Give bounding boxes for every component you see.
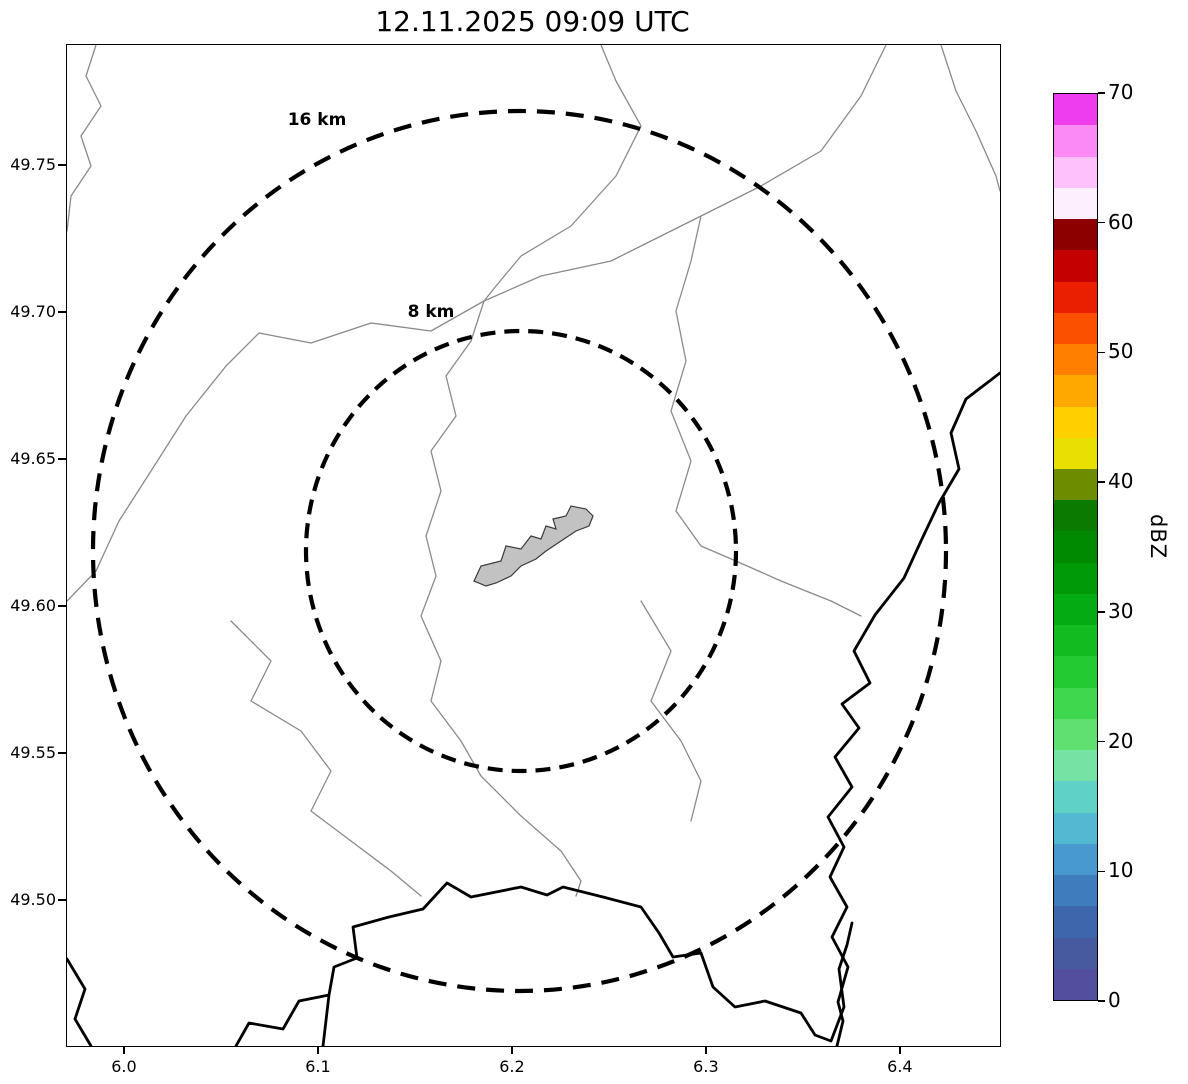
colorbar-segment <box>1054 125 1097 157</box>
range-ring-8km-label: 8 km <box>408 302 455 322</box>
colorbar-segment <box>1054 156 1097 188</box>
admin-border <box>420 300 582 897</box>
y-tick-mark <box>58 311 66 313</box>
colorbar-tick-label: 40 <box>1108 469 1134 494</box>
colorbar-tick-mark <box>1098 351 1105 354</box>
figure-title: 12.11.2025 09:09 UTC <box>375 5 690 38</box>
country-borders <box>67 371 1000 1046</box>
x-tick-label: 6.3 <box>693 1057 719 1076</box>
admin-borders <box>67 45 1000 897</box>
admin-border <box>67 45 102 232</box>
y-tick-label: 49.75 <box>10 155 56 175</box>
x-tick-mark <box>511 1047 513 1054</box>
x-tick-label: 6.1 <box>305 1057 331 1076</box>
colorbar-tick-label: 10 <box>1108 858 1134 883</box>
colorbar-segment <box>1054 937 1097 969</box>
colorbar-segment <box>1054 656 1097 688</box>
colorbar-segment <box>1054 531 1097 563</box>
colorbar-tick-mark <box>1098 870 1105 873</box>
map-plot: 16 km 8 km <box>66 44 1001 1047</box>
x-tick-mark <box>899 1047 901 1054</box>
range-ring-16km-label: 16 km <box>288 110 347 130</box>
colorbar-segment <box>1054 437 1097 470</box>
colorbar-segment <box>1054 562 1097 594</box>
y-tick-label: 49.55 <box>10 743 56 763</box>
airport-polygon <box>473 505 594 587</box>
colorbar-tick-mark <box>1098 92 1105 94</box>
colorbar-segment <box>1054 469 1097 501</box>
colorbar-segment <box>1054 593 1097 626</box>
colorbar-segment <box>1054 625 1097 657</box>
map-canvas: 16 km 8 km <box>67 45 1000 1046</box>
country-border-southwest <box>67 957 93 1046</box>
colorbar-segment <box>1054 375 1097 407</box>
colorbar-tick-mark <box>1098 221 1105 224</box>
country-border-south <box>234 881 854 1046</box>
y-tick-label: 49.60 <box>10 596 56 616</box>
colorbar-tick-label: 20 <box>1108 728 1134 753</box>
colorbar <box>1053 93 1098 1001</box>
colorbar-segment <box>1054 344 1097 376</box>
colorbar-segment <box>1054 219 1097 251</box>
y-tick-mark <box>58 605 66 607</box>
colorbar-segment <box>1054 500 1097 532</box>
y-tick-label: 49.70 <box>10 302 56 322</box>
colorbar-segment <box>1054 718 1097 751</box>
colorbar-tick-label: 50 <box>1108 339 1134 364</box>
colorbar-tick-label: 0 <box>1108 988 1121 1012</box>
x-tick-mark <box>123 1047 125 1054</box>
country-border-spur <box>321 993 331 1046</box>
admin-border <box>670 215 862 617</box>
range-ring-8km <box>303 328 739 774</box>
y-tick-mark <box>58 458 66 460</box>
colorbar-segment <box>1054 250 1097 282</box>
range-ring-16km <box>90 108 949 994</box>
admin-border <box>67 300 485 602</box>
x-tick-mark <box>317 1047 319 1054</box>
colorbar-tick-mark <box>1098 1000 1105 1002</box>
y-tick-mark <box>58 899 66 901</box>
colorbar-segment <box>1054 843 1097 876</box>
colorbar-segment <box>1054 281 1097 313</box>
y-tick-label: 49.65 <box>10 449 56 469</box>
colorbar-segment <box>1054 875 1097 907</box>
colorbar-segment <box>1054 781 1097 813</box>
country-border-east <box>826 371 1000 1046</box>
x-tick-label: 6.2 <box>499 1057 525 1076</box>
admin-border <box>483 45 642 302</box>
colorbar-segment <box>1054 312 1097 345</box>
colorbar-tick-mark <box>1098 611 1105 613</box>
colorbar-segment <box>1054 687 1097 719</box>
admin-border <box>940 45 1000 192</box>
colorbar-segment <box>1054 94 1097 126</box>
colorbar-segment <box>1054 750 1097 782</box>
colorbar-segment <box>1054 812 1097 844</box>
admin-border <box>230 620 422 897</box>
colorbar-segment <box>1054 906 1097 938</box>
colorbar-tick-label: 30 <box>1108 598 1134 623</box>
y-tick-mark <box>58 164 66 166</box>
colorbar-tick-label: 60 <box>1108 209 1134 234</box>
colorbar-tick-label: 70 <box>1108 80 1134 104</box>
x-tick-label: 6.0 <box>111 1057 137 1076</box>
colorbar-segment <box>1054 968 1097 1000</box>
y-tick-label: 49.50 <box>10 890 56 910</box>
colorbar-tick-mark <box>1098 740 1105 743</box>
colorbar-segment <box>1054 406 1097 438</box>
colorbar-tick-mark <box>1098 481 1105 483</box>
x-tick-label: 6.4 <box>887 1057 913 1076</box>
y-tick-mark <box>58 752 66 754</box>
colorbar-axis-label: dBZ <box>1146 514 1170 560</box>
x-tick-mark <box>705 1047 707 1054</box>
admin-border <box>640 600 702 822</box>
admin-border <box>483 45 887 302</box>
colorbar-segment <box>1054 187 1097 220</box>
